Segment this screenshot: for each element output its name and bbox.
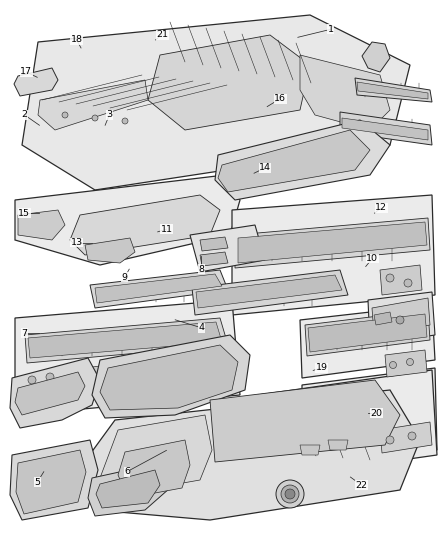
Polygon shape — [100, 345, 238, 410]
Text: 18: 18 — [71, 36, 83, 44]
Polygon shape — [232, 195, 435, 315]
Polygon shape — [380, 422, 432, 453]
Polygon shape — [25, 318, 228, 363]
Circle shape — [122, 118, 128, 124]
Text: 2: 2 — [21, 110, 27, 119]
Text: 10: 10 — [366, 254, 378, 263]
Text: 14: 14 — [259, 164, 271, 172]
Polygon shape — [265, 395, 365, 436]
Circle shape — [28, 376, 36, 384]
Circle shape — [46, 373, 54, 381]
Polygon shape — [100, 415, 212, 495]
Text: 8: 8 — [198, 265, 205, 273]
Polygon shape — [10, 358, 100, 428]
Polygon shape — [117, 382, 133, 390]
Text: 7: 7 — [21, 329, 27, 337]
Polygon shape — [28, 322, 222, 358]
Polygon shape — [15, 175, 240, 265]
Circle shape — [62, 112, 68, 118]
Polygon shape — [215, 120, 390, 200]
Polygon shape — [14, 68, 58, 96]
Text: 15: 15 — [18, 209, 30, 217]
Polygon shape — [362, 42, 390, 72]
Polygon shape — [328, 440, 348, 450]
Polygon shape — [385, 350, 427, 377]
Polygon shape — [18, 210, 65, 240]
Polygon shape — [305, 310, 430, 356]
Polygon shape — [308, 314, 427, 352]
Polygon shape — [200, 237, 228, 251]
Polygon shape — [15, 372, 85, 415]
Polygon shape — [95, 274, 222, 303]
Polygon shape — [22, 15, 410, 190]
Polygon shape — [38, 80, 148, 130]
Polygon shape — [190, 225, 265, 272]
Text: 17: 17 — [20, 68, 32, 76]
Polygon shape — [374, 312, 392, 325]
Polygon shape — [302, 368, 437, 468]
Circle shape — [276, 480, 304, 508]
Polygon shape — [192, 270, 348, 315]
Polygon shape — [340, 112, 432, 145]
Polygon shape — [300, 445, 320, 455]
Polygon shape — [355, 78, 432, 102]
Polygon shape — [200, 252, 228, 266]
Polygon shape — [15, 300, 240, 415]
Polygon shape — [372, 298, 430, 335]
Circle shape — [396, 316, 404, 324]
Polygon shape — [80, 390, 420, 520]
Text: 4: 4 — [198, 324, 205, 332]
Text: 9: 9 — [122, 273, 128, 281]
Polygon shape — [90, 270, 228, 308]
Polygon shape — [300, 305, 435, 378]
Polygon shape — [118, 440, 190, 498]
Text: 22: 22 — [355, 481, 367, 489]
Polygon shape — [148, 35, 310, 130]
Text: 21: 21 — [156, 30, 168, 39]
Polygon shape — [218, 130, 370, 192]
Circle shape — [386, 274, 394, 282]
Text: 11: 11 — [160, 225, 173, 233]
Polygon shape — [342, 118, 428, 140]
Circle shape — [92, 115, 98, 121]
Text: 12: 12 — [375, 204, 387, 212]
Text: 20: 20 — [371, 409, 383, 417]
Circle shape — [406, 359, 413, 366]
Polygon shape — [88, 462, 170, 516]
Polygon shape — [368, 292, 435, 345]
Polygon shape — [10, 440, 98, 520]
Polygon shape — [235, 218, 430, 268]
Text: 1: 1 — [328, 25, 334, 34]
Polygon shape — [92, 385, 108, 393]
Polygon shape — [258, 370, 437, 480]
Text: 6: 6 — [124, 467, 130, 476]
Circle shape — [285, 489, 295, 499]
Polygon shape — [85, 238, 135, 263]
Polygon shape — [300, 55, 390, 130]
Text: 16: 16 — [274, 94, 286, 103]
Polygon shape — [70, 195, 220, 255]
Polygon shape — [85, 360, 148, 383]
Text: 19: 19 — [316, 364, 328, 372]
Polygon shape — [380, 265, 422, 295]
Text: 13: 13 — [71, 238, 83, 247]
Polygon shape — [25, 370, 68, 390]
Polygon shape — [238, 222, 427, 263]
Polygon shape — [92, 335, 250, 418]
Polygon shape — [16, 450, 86, 514]
Polygon shape — [210, 380, 400, 462]
Circle shape — [281, 485, 299, 503]
Circle shape — [408, 432, 416, 440]
Polygon shape — [96, 470, 160, 508]
Circle shape — [404, 279, 412, 287]
Polygon shape — [357, 82, 428, 99]
Text: 3: 3 — [106, 110, 113, 119]
Polygon shape — [196, 275, 342, 308]
Circle shape — [389, 361, 396, 368]
Text: 5: 5 — [34, 478, 40, 487]
Circle shape — [386, 436, 394, 444]
